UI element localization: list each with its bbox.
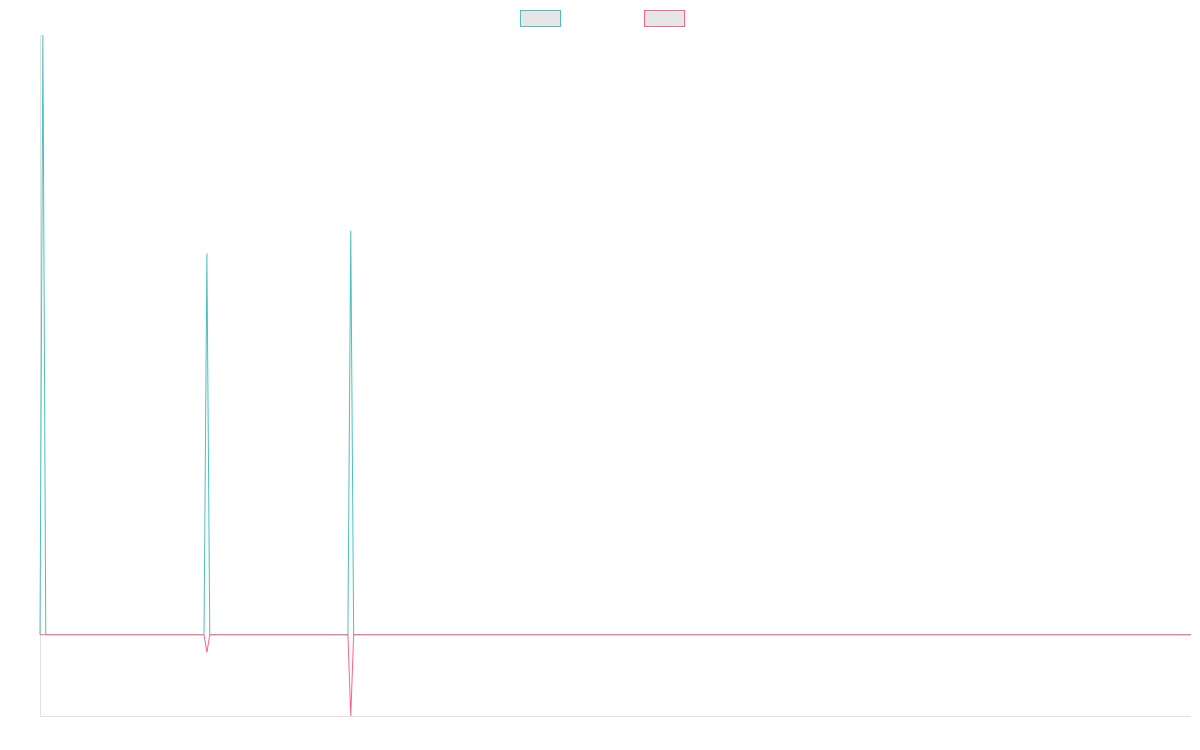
legend-swatch-2[interactable] [644,10,685,27]
plot-area [39,34,1191,717]
series-line-2 [40,634,1191,717]
legend[interactable] [520,10,685,27]
legend-swatch-1[interactable] [520,10,561,27]
axes [40,35,1191,717]
series-line-1 [39,34,1191,636]
